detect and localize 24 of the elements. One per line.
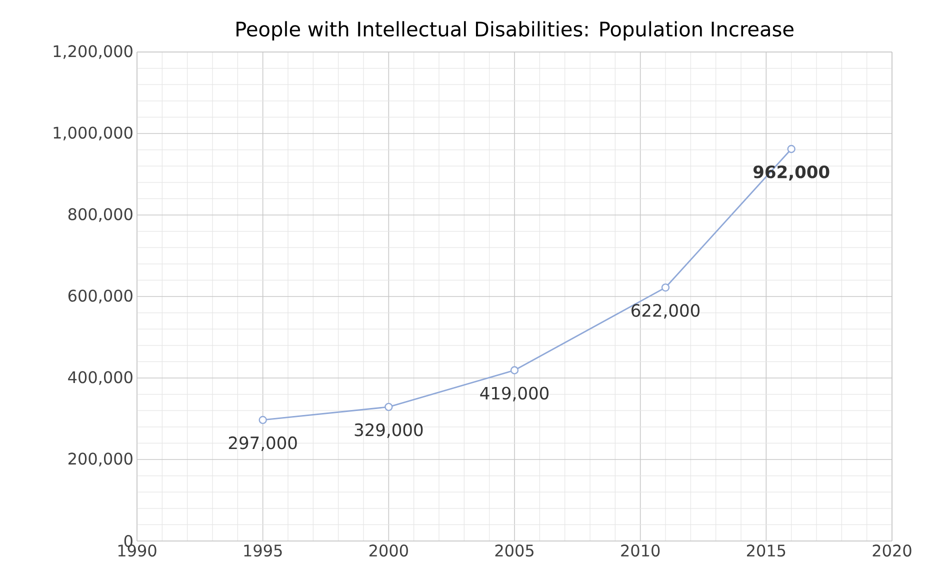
y-tick-label: 800,000 bbox=[68, 208, 132, 222]
data-label: 962,000 bbox=[754, 165, 830, 180]
y-tick-label: 1,200,000 bbox=[54, 45, 132, 59]
chart-title: People with Intellectual Disabilities: Population Increase bbox=[236, 21, 794, 40]
point bbox=[787, 144, 796, 154]
point bbox=[661, 283, 670, 292]
x-tick-label: 2000 bbox=[369, 544, 408, 557]
x-tick-label: 1995 bbox=[244, 544, 282, 557]
point bbox=[258, 416, 267, 424]
x-tick-label: 2015 bbox=[746, 544, 786, 557]
point bbox=[510, 366, 519, 374]
data-label: 329,000 bbox=[354, 423, 423, 438]
data-label: 419,000 bbox=[480, 386, 549, 402]
x-tick-label: 1990 bbox=[118, 544, 156, 557]
y-tick-label: 1,000,000 bbox=[54, 126, 132, 140]
x-tick-label: 2020 bbox=[872, 544, 912, 557]
x-tick-label: 2005 bbox=[495, 544, 534, 557]
data-label: 297,000 bbox=[228, 436, 297, 452]
y-tick-label: 600,000 bbox=[68, 290, 132, 304]
y-tick-label: 200,000 bbox=[68, 452, 132, 466]
point bbox=[384, 402, 393, 412]
y-tick-label: 400,000 bbox=[68, 371, 132, 385]
x-tick-label: 2010 bbox=[621, 544, 660, 557]
data-label: 622,000 bbox=[632, 304, 700, 319]
